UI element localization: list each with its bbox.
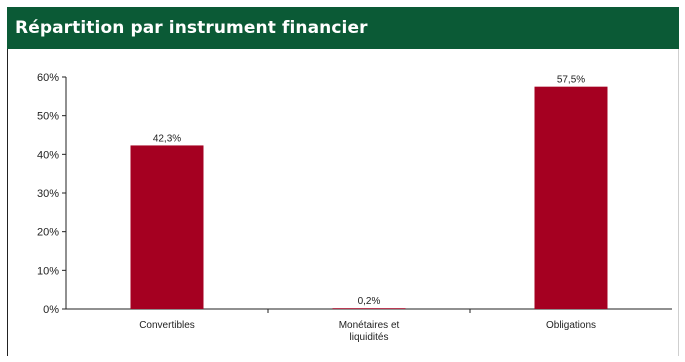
y-tick-label: 20%	[37, 227, 59, 239]
data-label: 42,3%	[153, 133, 181, 144]
y-tick-label: 40%	[37, 149, 59, 161]
bar	[332, 308, 406, 309]
x-tick-label: liquidités	[350, 332, 389, 343]
bar	[534, 86, 608, 310]
chart-title-banner: Répartition par instrument financier	[7, 7, 679, 49]
y-tick-label: 0%	[43, 304, 59, 316]
data-label: 57,5%	[557, 75, 585, 86]
bar	[130, 145, 204, 309]
y-tick-label: 10%	[37, 265, 59, 277]
data-label: 0,2%	[358, 296, 381, 307]
x-tick-label: Monétaires et	[339, 320, 400, 331]
y-tick-label: 50%	[37, 111, 59, 123]
chart-frame	[7, 7, 679, 356]
x-tick-label: Obligations	[546, 320, 596, 331]
y-tick-label: 30%	[37, 188, 59, 200]
x-tick-label: Convertibles	[139, 320, 195, 331]
y-tick-label: 60%	[37, 72, 59, 84]
chart-title: Répartition par instrument financier	[15, 18, 368, 38]
